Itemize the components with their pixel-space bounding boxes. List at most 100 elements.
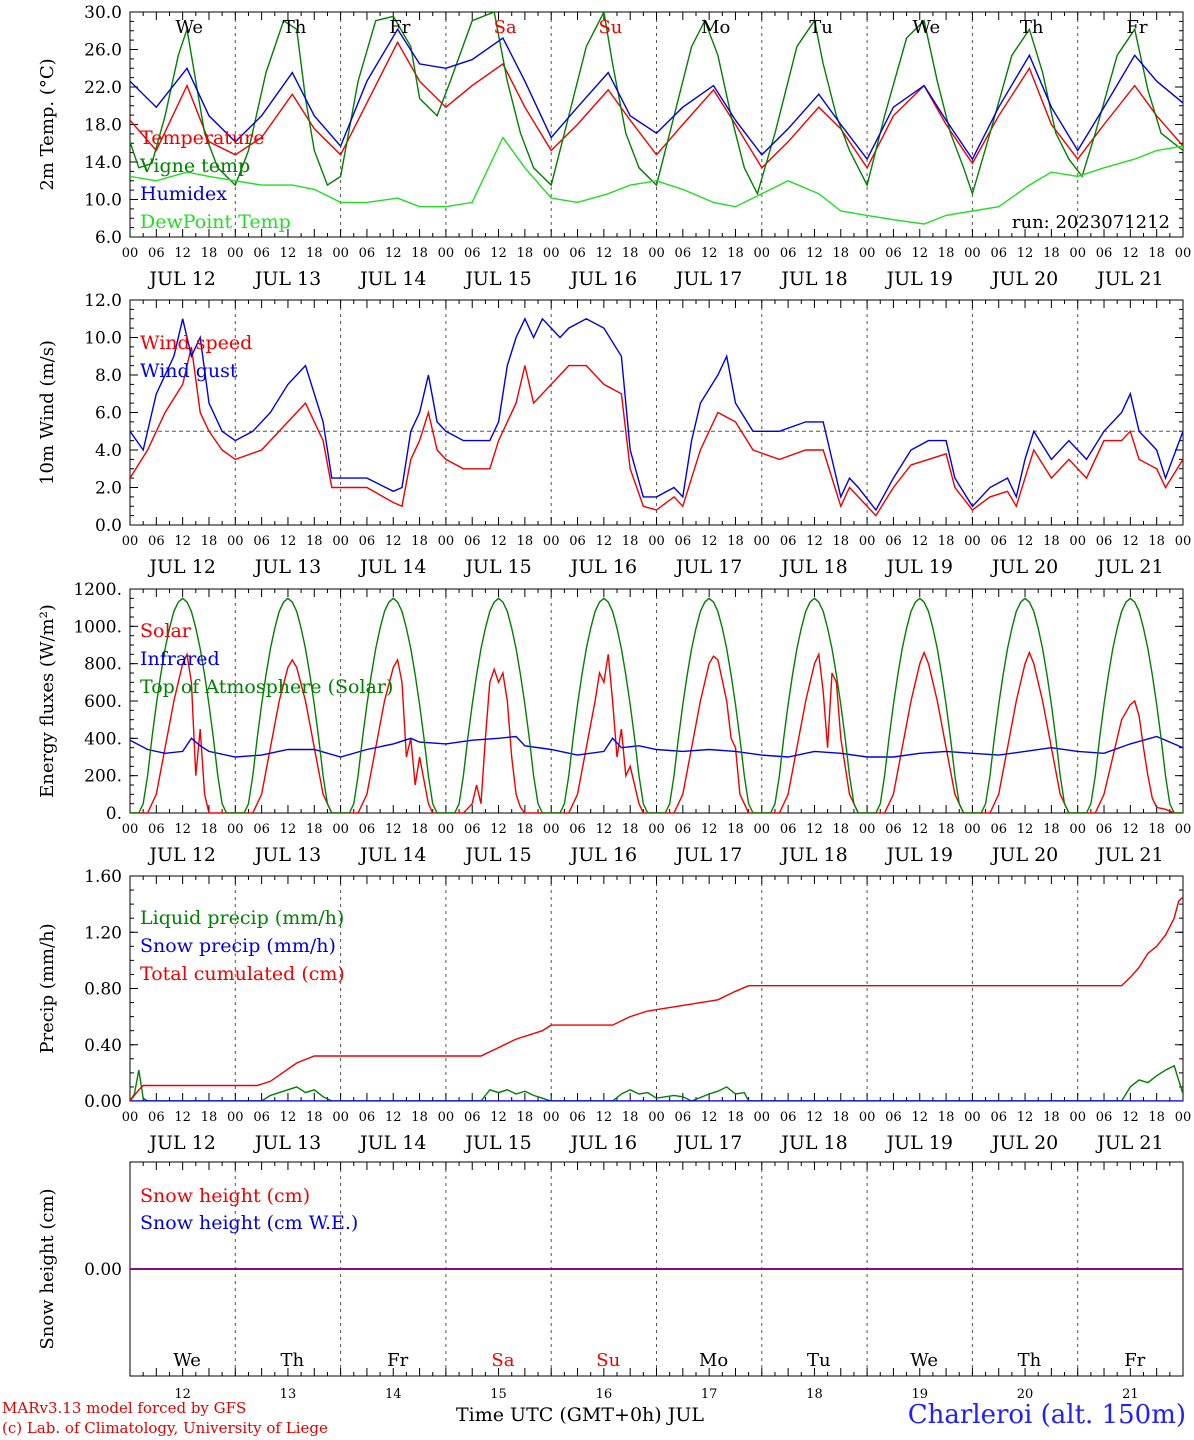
date-label: JUL 17 (674, 268, 742, 290)
hour-label: 18 (1148, 1110, 1165, 1125)
hour-label: 12 (280, 822, 297, 837)
hour-label: 18 (938, 246, 955, 261)
hour-label: 18 (517, 246, 534, 261)
legend-entry: Wind speed (140, 332, 252, 354)
hour-label: 18 (1043, 822, 1060, 837)
hour-label: 12 (596, 1110, 613, 1125)
hour-label: 12 (280, 246, 297, 261)
y-axis-label: 2m Temp. (°C) (37, 58, 58, 190)
series-line-1 (130, 1064, 1183, 1101)
panel-1: 6.0 10.0 14.0 18.0 22.0 26.0 30.0 2m Temp. (°C)… (37, 3, 1191, 290)
hour-label: 06 (359, 1110, 376, 1125)
hour-label: 00 (543, 1110, 560, 1125)
hour-label: 12 (911, 822, 928, 837)
date-label: JUL 13 (253, 268, 321, 290)
weekday-label: Tu (807, 1350, 831, 1371)
hour-label: 00 (1175, 534, 1192, 549)
date-number: 15 (490, 1387, 507, 1402)
hour-label: 00 (754, 1110, 771, 1125)
y-tick-label: 26.0 (84, 41, 122, 61)
weekday-label: Fr (1124, 1350, 1145, 1371)
hour-label: 12 (806, 1110, 823, 1125)
hour-label: 18 (1043, 246, 1060, 261)
hour-label: 06 (148, 822, 165, 837)
hour-label: 06 (780, 1110, 797, 1125)
weekday-label: Th (283, 17, 307, 38)
date-label: JUL 18 (779, 1132, 847, 1154)
hour-label: 06 (885, 1110, 902, 1125)
hour-label: 12 (806, 534, 823, 549)
series-line-1 (130, 346, 1183, 517)
hour-label: 00 (648, 822, 665, 837)
y-tick-label: 18.0 (84, 116, 122, 136)
weekday-label: Su (596, 1350, 620, 1371)
hour-label: 12 (1122, 246, 1139, 261)
hour-label: 00 (543, 822, 560, 837)
date-label: JUL 15 (463, 1132, 531, 1154)
weekday-label: Fr (389, 17, 410, 38)
hour-label: 18 (411, 534, 428, 549)
date-label: JUL 20 (990, 844, 1058, 866)
date-label: JUL 21 (1095, 844, 1163, 866)
hour-label: 18 (306, 822, 323, 837)
hour-label: 18 (938, 534, 955, 549)
hour-label: 06 (780, 822, 797, 837)
hour-label: 18 (1148, 534, 1165, 549)
legend-entry: Infrared (140, 648, 220, 670)
hour-label: 12 (490, 1110, 507, 1125)
copyright-credit: (c) Lab. of Climatology, University of L… (2, 1419, 328, 1437)
hour-label: 18 (201, 246, 218, 261)
hour-label: 18 (1043, 1110, 1060, 1125)
hour-label: 00 (332, 246, 349, 261)
hour-label: 18 (517, 1110, 534, 1125)
hour-label: 06 (148, 1110, 165, 1125)
y-tick-label: 0.0 (95, 516, 122, 536)
hour-label: 12 (701, 1110, 718, 1125)
hour-label: 06 (569, 246, 586, 261)
date-number: 17 (701, 1387, 718, 1402)
date-label: JUL 17 (674, 844, 742, 866)
date-label: JUL 14 (358, 1132, 426, 1154)
date-label: JUL 12 (147, 844, 215, 866)
date-label: JUL 18 (779, 844, 847, 866)
weekday-label: We (175, 17, 203, 38)
y-axis-label: Snow height (cm) (37, 1188, 58, 1349)
date-label: JUL 16 (569, 844, 637, 866)
hour-label: 18 (1148, 822, 1165, 837)
hour-label: 18 (833, 1110, 850, 1125)
hour-label: 00 (122, 246, 139, 261)
hour-label: 12 (174, 534, 191, 549)
hour-label: 12 (385, 822, 402, 837)
hour-label: 12 (701, 534, 718, 549)
hour-label: 12 (490, 246, 507, 261)
hour-label: 18 (727, 534, 744, 549)
series-line-2 (130, 735, 1183, 758)
legend-entry: Snow height (cm) (140, 1185, 310, 1207)
legend-entry: Liquid precip (mm/h) (140, 907, 344, 929)
hour-label: 18 (1148, 246, 1165, 261)
hour-label: 12 (490, 534, 507, 549)
hour-label: 18 (833, 822, 850, 837)
hour-label: 00 (648, 534, 665, 549)
hour-label: 18 (938, 1110, 955, 1125)
hour-label: 18 (727, 1110, 744, 1125)
panel-3: 0. 200. 400. 600. 800. 1000. 1200. Energy fluxe… (37, 580, 1191, 866)
date-number: 21 (1122, 1387, 1139, 1402)
x-axis-title: Time UTC (GMT+0h) JUL (456, 1404, 704, 1426)
hour-label: 12 (1122, 534, 1139, 549)
series-line-1 (130, 650, 1183, 813)
hour-label: 00 (754, 822, 771, 837)
hour-label: 00 (1175, 1110, 1192, 1125)
hour-label: 06 (885, 246, 902, 261)
hour-label: 00 (1175, 822, 1192, 837)
weekday-label: Tu (809, 17, 833, 38)
hour-label: 12 (596, 822, 613, 837)
hour-label: 12 (596, 534, 613, 549)
hour-label: 00 (227, 822, 244, 837)
hour-label: 12 (174, 822, 191, 837)
weekday-label: We (910, 1350, 938, 1371)
hour-label: 18 (833, 534, 850, 549)
y-tick-label: 800. (84, 655, 122, 675)
y-tick-label: 1000. (73, 617, 122, 637)
weekday-label: Fr (1126, 17, 1147, 38)
